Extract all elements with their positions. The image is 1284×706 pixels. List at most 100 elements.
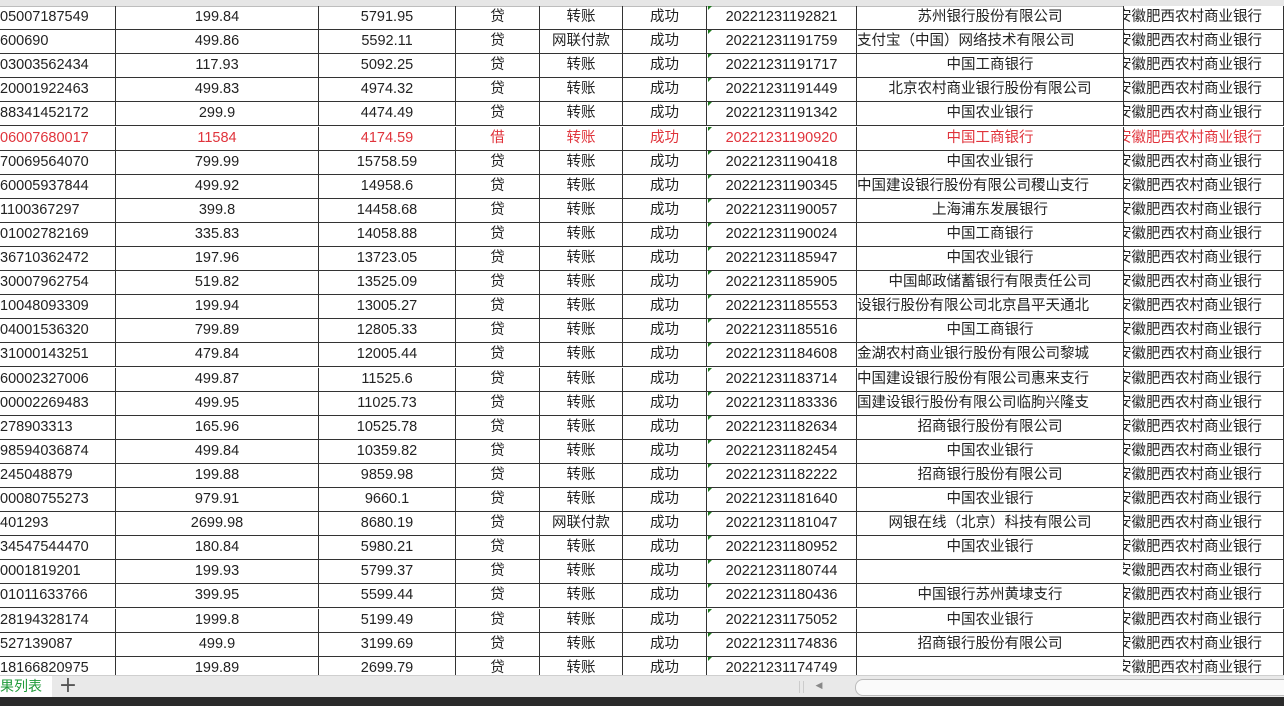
transaction-id-cell[interactable]: 20221231182454 (707, 439, 857, 463)
own-bank-cell[interactable]: 安徽肥西农村商业银行 (1123, 391, 1284, 415)
transaction-type-cell[interactable]: 转账 (540, 656, 623, 675)
counterparty-bank-cell[interactable]: 中国农业银行 (857, 536, 1123, 559)
counterparty-bank-cell[interactable]: 中国农业银行 (857, 102, 1123, 125)
amount-cell[interactable]: 499.92 (116, 174, 319, 198)
balance-cell[interactable]: 11525.6 (319, 367, 456, 391)
transaction-type-cell[interactable]: 转账 (540, 319, 623, 343)
transaction-id-cell[interactable]: 20221231183714 (707, 367, 857, 391)
debit-credit-cell[interactable]: 贷 (456, 439, 540, 463)
transaction-id-cell[interactable]: 20221231182222 (707, 463, 857, 487)
own-bank-cell[interactable]: 安徽肥西农村商业银行 (1123, 463, 1284, 487)
account-cell[interactable]: 98594036874 (0, 439, 116, 463)
status-cell[interactable]: 成功 (623, 560, 707, 584)
status-cell[interactable]: 成功 (623, 415, 707, 439)
debit-credit-cell[interactable]: 借 (456, 126, 540, 150)
transaction-id-cell[interactable]: 20221231180952 (707, 536, 857, 560)
account-cell[interactable]: 00002269483 (0, 391, 116, 415)
account-cell[interactable]: 34547544470 (0, 536, 116, 560)
amount-cell[interactable]: 979.91 (116, 488, 319, 511)
debit-credit-cell[interactable]: 贷 (456, 319, 540, 343)
own-bank-cell[interactable]: 安徽肥西农村商业银行 (1123, 6, 1284, 29)
status-cell[interactable]: 成功 (623, 632, 707, 656)
account-cell[interactable]: 31000143251 (0, 343, 116, 367)
transaction-type-cell[interactable]: 转账 (540, 632, 623, 656)
transaction-id-cell[interactable]: 20221231185905 (707, 271, 857, 295)
account-cell[interactable]: 03003562434 (0, 54, 116, 78)
transaction-type-cell[interactable]: 转账 (540, 174, 623, 198)
balance-cell[interactable]: 8680.19 (319, 512, 456, 536)
balance-cell[interactable]: 14458.68 (319, 198, 456, 222)
own-bank-cell[interactable]: 安徽肥西农村商业银行 (1123, 608, 1284, 632)
counterparty-bank-cell[interactable]: 中国银行苏州黄埭支行 (857, 584, 1123, 607)
own-bank-cell[interactable]: 安徽肥西农村商业银行 (1123, 174, 1284, 198)
debit-credit-cell[interactable]: 贷 (456, 78, 540, 102)
transaction-id-cell[interactable]: 20221231185553 (707, 295, 857, 319)
horizontal-scrollbar[interactable] (855, 679, 1284, 696)
transaction-id-cell[interactable]: 20221231191717 (707, 54, 857, 78)
status-cell[interactable]: 成功 (623, 295, 707, 319)
own-bank-cell[interactable]: 安徽肥西农村商业银行 (1123, 247, 1284, 270)
counterparty-bank-cell[interactable]: 中国工商银行 (857, 319, 1123, 342)
debit-credit-cell[interactable]: 贷 (456, 102, 540, 126)
transaction-type-cell[interactable]: 转账 (540, 391, 623, 415)
own-bank-cell[interactable]: 安徽肥西农村商业银行 (1123, 439, 1284, 463)
counterparty-bank-cell[interactable]: 支付宝（中国）网络技术有限公司 (857, 30, 1123, 53)
transaction-type-cell[interactable]: 转账 (540, 584, 623, 608)
account-cell[interactable]: 36710362472 (0, 247, 116, 270)
amount-cell[interactable]: 199.89 (116, 656, 319, 675)
status-cell[interactable]: 成功 (623, 174, 707, 198)
transaction-type-cell[interactable]: 转账 (540, 415, 623, 439)
debit-credit-cell[interactable]: 贷 (456, 54, 540, 78)
account-cell[interactable]: 70069564070 (0, 150, 116, 174)
amount-cell[interactable]: 199.93 (116, 560, 319, 584)
amount-cell[interactable]: 479.84 (116, 343, 319, 367)
sheet-tab-active[interactable]: 果列表 (0, 676, 52, 698)
transaction-id-cell[interactable]: 20221231174749 (707, 656, 857, 675)
amount-cell[interactable]: 499.83 (116, 78, 319, 102)
amount-cell[interactable]: 197.96 (116, 247, 319, 270)
transaction-id-cell[interactable]: 20221231185947 (707, 247, 857, 270)
debit-credit-cell[interactable]: 贷 (456, 656, 540, 675)
transaction-id-cell[interactable]: 20221231190345 (707, 174, 857, 198)
own-bank-cell[interactable]: 安徽肥西农村商业银行 (1123, 54, 1284, 78)
debit-credit-cell[interactable]: 贷 (456, 415, 540, 439)
account-cell[interactable]: 527139087 (0, 632, 116, 656)
counterparty-bank-cell[interactable]: 中国邮政储蓄银行有限责任公司 (857, 271, 1123, 294)
balance-cell[interactable]: 10525.78 (319, 415, 456, 439)
transaction-id-cell[interactable]: 20221231191342 (707, 102, 857, 126)
transaction-id-cell[interactable]: 20221231190418 (707, 150, 857, 174)
balance-cell[interactable]: 14958.6 (319, 174, 456, 198)
status-cell[interactable]: 成功 (623, 536, 707, 560)
account-cell[interactable]: 0001819201 (0, 560, 116, 584)
debit-credit-cell[interactable]: 贷 (456, 584, 540, 608)
tab-split-handle[interactable] (799, 681, 804, 693)
account-cell[interactable]: 60002327006 (0, 367, 116, 391)
debit-credit-cell[interactable]: 贷 (456, 367, 540, 391)
own-bank-cell[interactable]: 安徽肥西农村商业银行 (1123, 415, 1284, 439)
transaction-type-cell[interactable]: 转账 (540, 198, 623, 222)
status-cell[interactable]: 成功 (623, 247, 707, 270)
transaction-type-cell[interactable]: 转账 (540, 608, 623, 632)
balance-cell[interactable]: 5592.11 (319, 30, 456, 54)
counterparty-bank-cell[interactable]: 中国农业银行 (857, 440, 1123, 463)
plus-icon[interactable]: + (58, 673, 78, 698)
transaction-type-cell[interactable]: 转账 (540, 463, 623, 487)
own-bank-cell[interactable]: 安徽肥西农村商业银行 (1123, 271, 1284, 295)
account-cell[interactable]: 20001922463 (0, 78, 116, 102)
transaction-id-cell[interactable]: 20221231181640 (707, 488, 857, 511)
balance-cell[interactable]: 9660.1 (319, 488, 456, 511)
counterparty-bank-cell[interactable]: 中国农业银行 (857, 488, 1123, 511)
transaction-type-cell[interactable]: 转账 (540, 367, 623, 391)
transaction-type-cell[interactable]: 转账 (540, 222, 623, 246)
status-cell[interactable]: 成功 (623, 391, 707, 415)
status-cell[interactable]: 成功 (623, 488, 707, 511)
status-cell[interactable]: 成功 (623, 271, 707, 295)
counterparty-bank-cell[interactable]: 北京农村商业银行股份有限公司 (857, 78, 1123, 101)
transaction-type-cell[interactable]: 转账 (540, 295, 623, 319)
debit-credit-cell[interactable]: 贷 (456, 271, 540, 295)
own-bank-cell[interactable]: 安徽肥西农村商业银行 (1123, 78, 1284, 102)
amount-cell[interactable]: 165.96 (116, 415, 319, 439)
status-cell[interactable]: 成功 (623, 512, 707, 536)
account-cell[interactable]: 401293 (0, 512, 116, 536)
transaction-id-cell[interactable]: 20221231191449 (707, 78, 857, 102)
